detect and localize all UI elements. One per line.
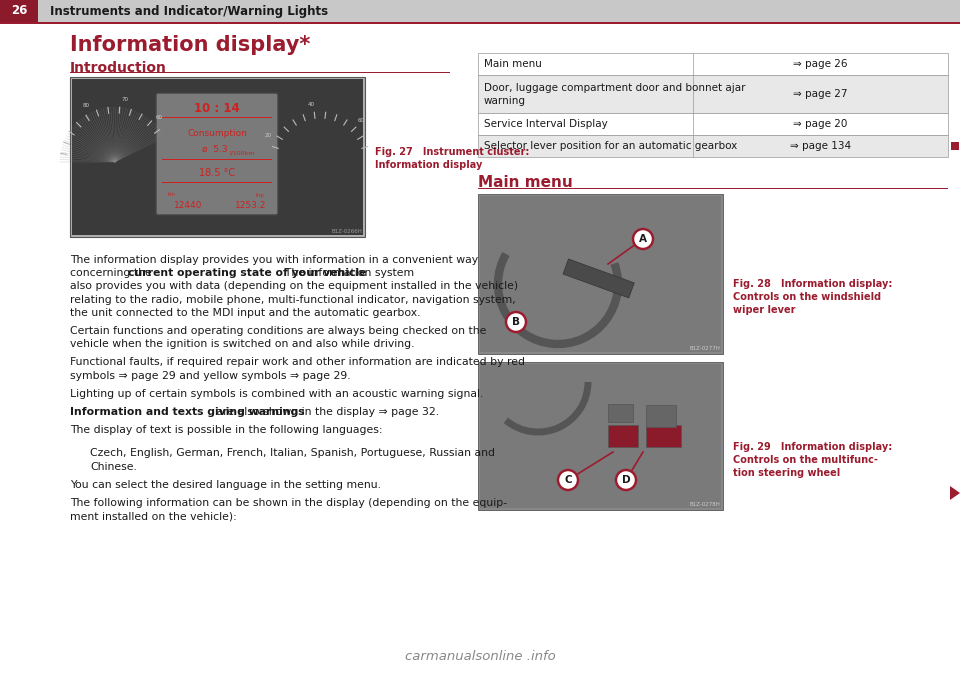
- Text: 18.5 °C: 18.5 °C: [199, 168, 235, 178]
- Text: ⇒ page 27: ⇒ page 27: [793, 89, 848, 99]
- Text: Instruments and Indicator/Warning Lights: Instruments and Indicator/Warning Lights: [50, 5, 328, 17]
- Text: Service Interval Display: Service Interval Display: [484, 119, 608, 129]
- Bar: [646, 425, 681, 447]
- Text: concerning the: concerning the: [70, 269, 156, 278]
- Text: 1253.2: 1253.2: [234, 201, 266, 209]
- Bar: [72, 79, 363, 235]
- Text: Lighting up of certain symbols is combined with an acoustic warning signal.: Lighting up of certain symbols is combin…: [70, 389, 484, 399]
- Text: wiper lever: wiper lever: [733, 305, 796, 315]
- Text: ⇒ page 20: ⇒ page 20: [793, 119, 848, 129]
- Bar: [480, 196, 721, 352]
- Text: A: A: [639, 234, 647, 244]
- Text: Fig. 28   Information display:: Fig. 28 Information display:: [733, 279, 893, 289]
- Bar: [478, 194, 723, 354]
- Bar: [162, 182, 272, 183]
- Bar: [70, 72, 450, 73]
- Text: B: B: [512, 317, 520, 327]
- Text: Controls on the windshield: Controls on the windshield: [733, 292, 881, 302]
- Text: Controls on the multifunc-: Controls on the multifunc-: [733, 455, 877, 465]
- Text: 12440: 12440: [174, 201, 203, 209]
- Text: Information display*: Information display*: [70, 35, 310, 55]
- Text: km: km: [168, 192, 176, 197]
- Bar: [478, 188, 948, 189]
- Text: Certain functions and operating conditions are always being checked on the: Certain functions and operating conditio…: [70, 326, 487, 336]
- Text: 10 : 14: 10 : 14: [194, 102, 240, 116]
- Bar: [478, 75, 948, 113]
- Bar: [478, 135, 948, 157]
- Text: Czech, English, German, French, Italian, Spanish, Portuguese, Russian and: Czech, English, German, French, Italian,…: [90, 448, 495, 458]
- Text: Selector lever position for an automatic gearbox: Selector lever position for an automatic…: [484, 141, 737, 151]
- Bar: [478, 53, 948, 75]
- Text: 26: 26: [11, 5, 27, 17]
- Text: Door, luggage compartment door and bonnet ajar: Door, luggage compartment door and bonne…: [484, 83, 746, 93]
- Text: relating to the radio, mobile phone, multi-functional indicator, navigation syst: relating to the radio, mobile phone, mul…: [70, 295, 516, 305]
- Circle shape: [633, 229, 653, 249]
- Text: current operating state of your vehicle: current operating state of your vehicle: [128, 269, 367, 278]
- Text: Main menu: Main menu: [484, 59, 541, 69]
- Text: 80: 80: [83, 104, 90, 108]
- Text: B1Z-0266H: B1Z-0266H: [331, 229, 362, 234]
- Text: Functional faults, if required repair work and other information are indicated b: Functional faults, if required repair wo…: [70, 357, 525, 367]
- Text: Information and texts giving warnings: Information and texts giving warnings: [70, 407, 304, 417]
- FancyBboxPatch shape: [156, 93, 278, 215]
- Text: Information display: Information display: [375, 160, 482, 170]
- Text: C: C: [564, 475, 572, 485]
- Text: Consumption: Consumption: [187, 129, 247, 137]
- Circle shape: [506, 312, 526, 332]
- Text: 40: 40: [307, 102, 315, 107]
- Text: trip: trip: [256, 192, 265, 197]
- Bar: [563, 259, 635, 298]
- Text: D: D: [622, 475, 631, 485]
- Text: 60: 60: [357, 118, 365, 123]
- Text: vehicle when the ignition is switched on and also while driving.: vehicle when the ignition is switched on…: [70, 339, 415, 349]
- Text: symbols ⇒ page 29 and yellow symbols ⇒ page 29.: symbols ⇒ page 29 and yellow symbols ⇒ p…: [70, 371, 350, 381]
- Text: l/100km: l/100km: [229, 151, 254, 155]
- Text: The information display provides you with information in a convenient way: The information display provides you wit…: [70, 255, 478, 265]
- Bar: [38, 0, 960, 22]
- Bar: [478, 113, 948, 135]
- Text: Introduction: Introduction: [70, 61, 167, 75]
- Bar: [608, 425, 638, 447]
- Bar: [951, 142, 959, 150]
- Bar: [0, 0, 38, 22]
- Circle shape: [558, 470, 578, 490]
- Bar: [162, 117, 272, 118]
- Text: tion steering wheel: tion steering wheel: [733, 468, 840, 478]
- Polygon shape: [950, 486, 960, 500]
- Text: 70: 70: [121, 98, 129, 102]
- Bar: [0, 22, 960, 24]
- Text: Fig. 27   Instrument cluster:: Fig. 27 Instrument cluster:: [375, 147, 529, 157]
- Text: Main menu: Main menu: [478, 175, 573, 190]
- Text: 60: 60: [156, 115, 163, 120]
- Bar: [70, 77, 365, 237]
- Text: B1Z-0277H: B1Z-0277H: [689, 346, 720, 351]
- Text: ⇒ page 26: ⇒ page 26: [793, 59, 848, 69]
- Text: ment installed on the vehicle):: ment installed on the vehicle):: [70, 511, 237, 521]
- Text: Chinese.: Chinese.: [90, 462, 137, 472]
- Text: B1Z-0278H: B1Z-0278H: [689, 502, 720, 507]
- Text: ø  5.3: ø 5.3: [202, 145, 228, 153]
- Bar: [646, 405, 676, 427]
- Text: The display of text is possible in the following languages:: The display of text is possible in the f…: [70, 425, 382, 435]
- Text: ⇒ page 134: ⇒ page 134: [790, 141, 852, 151]
- Text: . The information system: . The information system: [278, 269, 415, 278]
- Bar: [608, 404, 633, 422]
- Circle shape: [616, 470, 636, 490]
- Text: also provides you with data (depending on the equipment installed in the vehicle: also provides you with data (depending o…: [70, 281, 518, 291]
- Text: the unit connected to the MDI input and the automatic gearbox.: the unit connected to the MDI input and …: [70, 308, 420, 318]
- Text: You can select the desired language in the setting menu.: You can select the desired language in t…: [70, 480, 381, 490]
- Text: 20: 20: [265, 133, 272, 138]
- Text: are also shown in the display ⇒ page 32.: are also shown in the display ⇒ page 32.: [213, 407, 439, 417]
- Text: The following information can be shown in the display (depending on the equip-: The following information can be shown i…: [70, 498, 507, 508]
- Text: Fig. 29   Information display:: Fig. 29 Information display:: [733, 442, 892, 452]
- Bar: [480, 364, 721, 508]
- Text: carmanualsonline .info: carmanualsonline .info: [404, 650, 556, 663]
- Text: warning: warning: [484, 96, 526, 106]
- Bar: [478, 362, 723, 510]
